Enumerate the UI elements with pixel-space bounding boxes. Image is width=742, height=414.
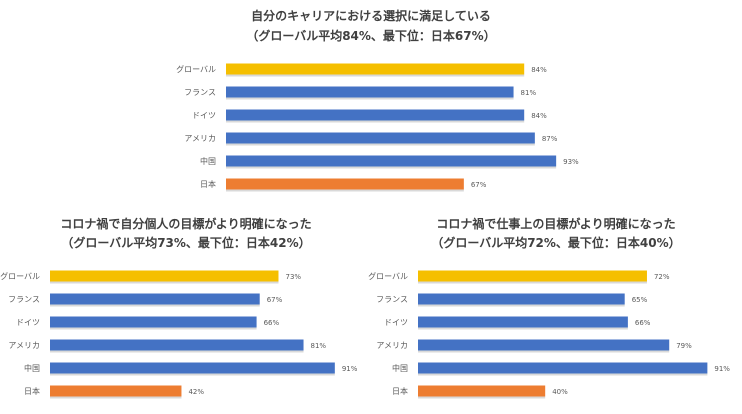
bar-1 xyxy=(226,63,525,75)
bar-6 xyxy=(50,385,182,397)
bar-shadow xyxy=(226,74,525,77)
category-label: ドイツ xyxy=(384,318,408,327)
chart-title: コロナ禍で自分個人の目標がより明確になった xyxy=(60,216,311,231)
bar-shadow xyxy=(418,281,647,284)
value-label: 81% xyxy=(311,342,327,350)
bar-4 xyxy=(226,132,535,144)
bar-shadow xyxy=(226,143,535,146)
category-label: グローバル xyxy=(176,64,216,74)
value-label: 40% xyxy=(552,388,568,396)
bar-shadow xyxy=(418,304,625,307)
bar-5 xyxy=(418,362,708,374)
bar-shadow xyxy=(50,373,335,376)
value-label: 79% xyxy=(676,342,692,350)
chart-3: コロナ禍で仕事上の目標がより明確になった （グローバル平均72%、最下位：日本40… xyxy=(368,216,730,399)
value-label: 84% xyxy=(531,66,547,74)
bar-shadow xyxy=(50,281,279,284)
chart-subtitle: （グローバル平均84%、最下位：日本67%） xyxy=(246,28,495,43)
bar-shadow xyxy=(226,166,557,169)
bar-shadow xyxy=(50,350,304,353)
bar-shadow xyxy=(418,350,670,353)
bar-shadow xyxy=(226,120,525,123)
chart-2: コロナ禍で自分個人の目標がより明確になった （グローバル平均73%、最下位：日本4… xyxy=(0,216,358,399)
chart-subtitle: （グローバル平均72%、最下位：日本40%） xyxy=(431,235,680,250)
bar-6 xyxy=(418,385,546,397)
bar-3 xyxy=(418,316,628,328)
category-label: 日本 xyxy=(24,386,40,396)
bar-5 xyxy=(226,155,557,167)
category-label: フランス xyxy=(376,295,408,304)
value-label: 81% xyxy=(521,89,537,97)
bar-shadow xyxy=(226,97,514,100)
category-label: フランス xyxy=(184,88,216,97)
bar-2 xyxy=(226,86,514,98)
bar-3 xyxy=(50,316,257,328)
value-label: 91% xyxy=(714,365,730,373)
bar-1 xyxy=(418,270,647,282)
category-label: ドイツ xyxy=(16,318,40,327)
value-label: 42% xyxy=(188,388,204,396)
chart-title: コロナ禍で仕事上の目標がより明確になった xyxy=(436,216,675,231)
category-label: フランス xyxy=(8,295,40,304)
chart-1: 自分のキャリアにおける選択に満足している （グローバル平均84%、最下位：日本67… xyxy=(176,8,579,192)
value-label: 93% xyxy=(563,158,579,166)
bar-shadow xyxy=(418,396,546,399)
bar-2 xyxy=(50,293,260,305)
chart-subtitle: （グローバル平均73%、最下位：日本42%） xyxy=(61,235,310,250)
value-label: 84% xyxy=(531,112,547,120)
category-label: 中国 xyxy=(24,363,40,373)
bar-shadow xyxy=(418,373,708,376)
chart-title: 自分のキャリアにおける選択に満足している xyxy=(251,8,491,23)
bar-shadow xyxy=(50,304,260,307)
category-label: 中国 xyxy=(200,156,216,166)
bar-shadow xyxy=(50,396,182,399)
value-label: 67% xyxy=(267,296,283,304)
value-label: 91% xyxy=(342,365,358,373)
bar-shadow xyxy=(50,327,257,330)
bar-shadow xyxy=(418,327,628,330)
bar-5 xyxy=(50,362,335,374)
bar-4 xyxy=(418,339,670,351)
category-label: アメリカ xyxy=(376,341,408,350)
bar-4 xyxy=(50,339,304,351)
bar-3 xyxy=(226,109,525,121)
category-label: アメリカ xyxy=(8,341,40,350)
bar-shadow xyxy=(226,189,464,192)
value-label: 87% xyxy=(542,135,558,143)
value-label: 73% xyxy=(285,273,301,281)
category-label: 日本 xyxy=(200,179,216,189)
category-label: 日本 xyxy=(392,386,408,396)
value-label: 72% xyxy=(654,273,670,281)
value-label: 65% xyxy=(632,296,648,304)
value-label: 66% xyxy=(264,319,280,327)
category-label: ドイツ xyxy=(192,111,216,120)
value-label: 66% xyxy=(635,319,651,327)
bar-1 xyxy=(50,270,279,282)
bar-6 xyxy=(226,178,464,190)
bar-2 xyxy=(418,293,625,305)
category-label: アメリカ xyxy=(184,134,216,143)
value-label: 67% xyxy=(471,181,487,189)
category-label: 中国 xyxy=(392,363,408,373)
category-label: グローバル xyxy=(0,271,40,281)
category-label: グローバル xyxy=(368,271,408,281)
